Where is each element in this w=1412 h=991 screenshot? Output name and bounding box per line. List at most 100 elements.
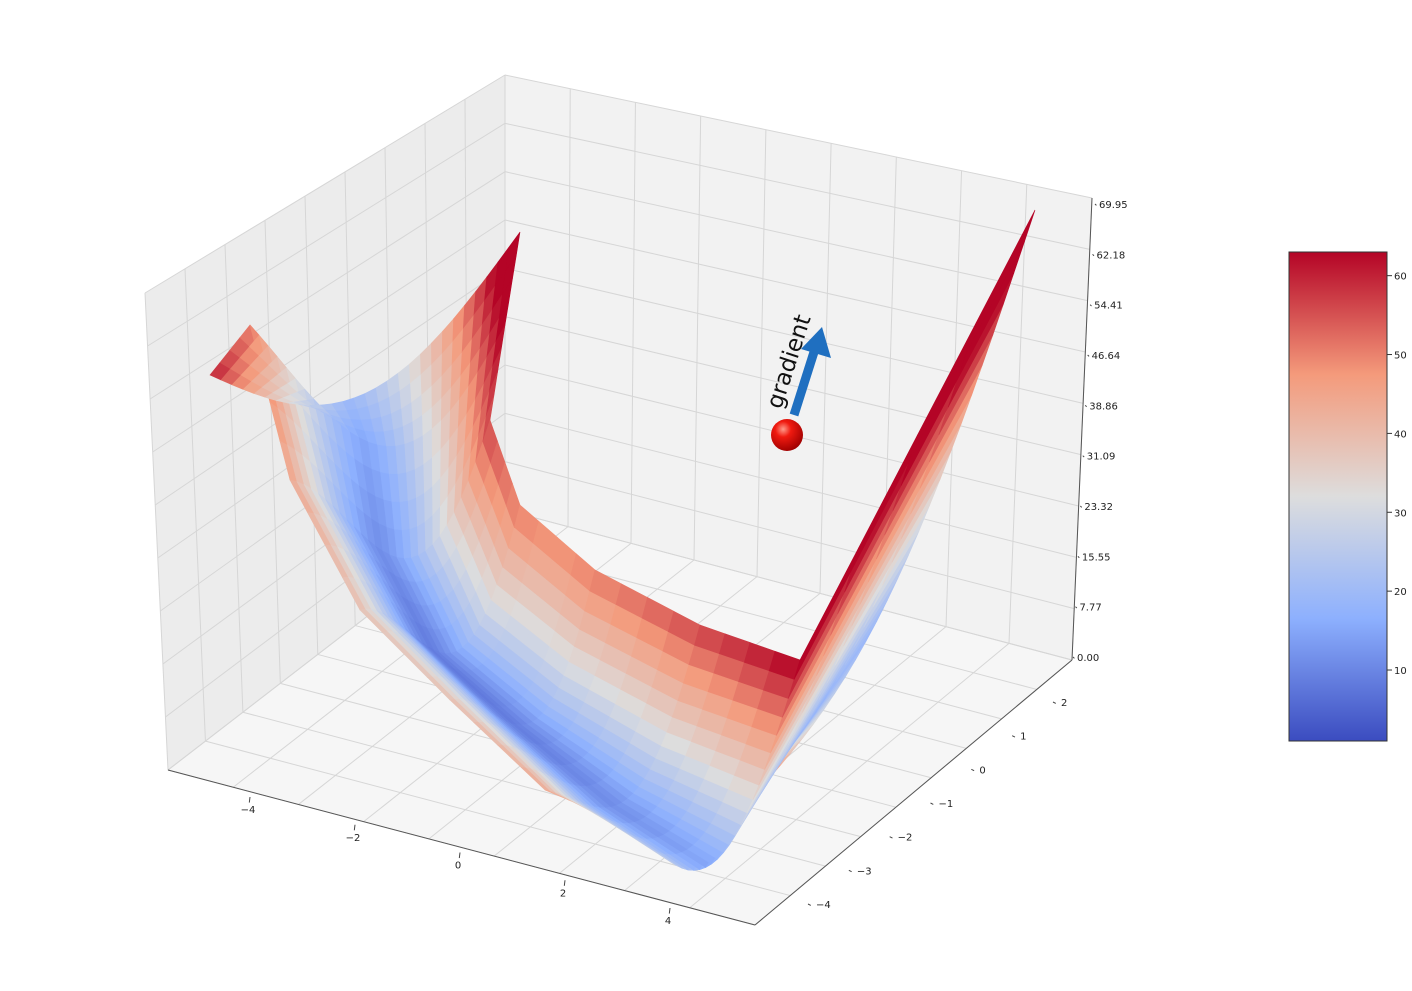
z-tick-mark: [1079, 505, 1083, 508]
colorbar-gradient: [1288, 251, 1388, 742]
y-axis-line: [754, 659, 1073, 926]
surface-patch: [409, 526, 419, 559]
y-tick-mark: [807, 903, 812, 906]
back-right-pane: [505, 75, 1092, 660]
z-tick-mark: [1084, 404, 1087, 408]
z-tick-label: 0.00: [1077, 653, 1099, 664]
y-tick-mark: [1011, 735, 1016, 738]
back-grid-line: [144, 292, 169, 771]
y-tick-mark: [930, 802, 934, 805]
x-tick-mark: [563, 880, 566, 886]
colorbar-tick-label: 60: [1394, 272, 1407, 283]
y-tick-label: −1: [939, 799, 954, 810]
back-grid-line: [504, 171, 1088, 302]
y-tick-mark: [971, 768, 975, 772]
z-tick-mark: [1092, 253, 1095, 257]
z-tick-label: 31.09: [1087, 452, 1116, 463]
back-grid-line: [1008, 184, 1028, 644]
x-axis-ticks: −4 −2 0 2 4: [241, 796, 671, 927]
back-grid-line: [693, 115, 702, 561]
colorbar-tick-label: 50: [1394, 351, 1407, 362]
surface-patch: [406, 469, 417, 502]
back-grid-line: [504, 74, 1093, 199]
y-tick-label: −3: [857, 866, 872, 877]
z-tick-label: 46.64: [1092, 351, 1121, 362]
colorbar-tick-label: 30: [1394, 508, 1407, 519]
y-tick-label: 1: [1020, 732, 1026, 743]
z-axis-ticks: 0.00 7.77 15.55 23.32 31.09 38.86 46.64 54.41 62…: [1072, 200, 1128, 664]
x-tick-label: 0: [455, 861, 461, 872]
surface-patch: [417, 521, 427, 556]
axis-spines: [167, 197, 1093, 926]
x-tick-mark: [458, 852, 461, 859]
surface-patch: [413, 435, 425, 471]
y-tick-label: 2: [1061, 698, 1067, 709]
back-grid-line: [630, 102, 636, 544]
x-tick-label: −4: [241, 805, 256, 816]
z-tick-mark: [1087, 354, 1090, 357]
z-tick-mark: [1089, 304, 1092, 307]
back-grid-line: [819, 143, 832, 594]
x-axis-line: [167, 769, 756, 926]
back-grid-line: [147, 122, 506, 347]
x-tick-mark: [668, 907, 671, 914]
back-grid-line: [504, 412, 1077, 558]
surface-patch: [404, 440, 416, 474]
z-axis-line: [1071, 197, 1093, 661]
y-tick-mark: [1052, 701, 1057, 704]
x-tick-label: 2: [560, 888, 566, 899]
back-grid-line: [504, 316, 1082, 456]
z-tick-label: 69.95: [1099, 200, 1128, 211]
colorbar: 10 20 30 40 50 60: [1288, 251, 1407, 742]
y-tick-label: 0: [979, 765, 985, 776]
x-tick-mark: [353, 824, 356, 831]
position-ball: [771, 419, 803, 451]
back-grid-line: [264, 220, 281, 684]
back-grid-line: [504, 267, 1084, 404]
back-grid-line: [152, 219, 506, 453]
back-grid-line: [184, 268, 206, 742]
z-tick-label: 62.18: [1097, 250, 1126, 261]
z-tick-mark: [1077, 555, 1080, 559]
back-grid-line: [567, 88, 571, 527]
x-tick-label: −2: [346, 833, 361, 844]
z-tick-label: 7.77: [1079, 603, 1101, 614]
back-grid-line: [154, 267, 506, 506]
y-tick-label: −2: [898, 833, 913, 844]
surface: [209, 209, 1036, 871]
z-tick-mark: [1094, 203, 1097, 206]
y-tick-mark: [848, 869, 852, 873]
gradient-arrow-head: [801, 327, 831, 358]
surface-patch: [966, 209, 1036, 352]
back-grid-line: [224, 244, 244, 713]
back-grid-line: [144, 74, 506, 294]
z-tick-label: 38.86: [1089, 401, 1118, 412]
back-grid-line: [756, 129, 767, 577]
z-tick-label: 54.41: [1094, 301, 1123, 312]
x-tick-mark: [248, 796, 251, 803]
colorbar-tick-label: 20: [1394, 587, 1407, 598]
z-tick-mark: [1082, 455, 1085, 458]
back-grid-line: [504, 122, 1090, 250]
z-tick-mark: [1072, 656, 1075, 659]
floor-grid-line: [689, 642, 1010, 909]
back-grid-line: [504, 509, 1073, 661]
colorbar-tick-label: 40: [1394, 429, 1407, 440]
surface-patch: [393, 426, 406, 447]
colorbar-ticks: 10 20 30 40 50 60: [1387, 272, 1407, 677]
surface-patch: [415, 492, 426, 528]
surface-patch: [414, 463, 425, 499]
y-tick-label: −4: [816, 900, 831, 911]
z-tick-mark: [1075, 606, 1078, 609]
back-grid-line: [149, 171, 506, 400]
back-grid-line: [504, 461, 1075, 610]
colorbar-tick-label: 10: [1394, 666, 1407, 677]
surface-patch: [407, 497, 418, 530]
z-tick-label: 23.32: [1084, 502, 1113, 513]
gradient-arrow-shaft: [789, 350, 819, 417]
y-axis-ticks: 2 1 0 −1 −2 −3 −4: [807, 698, 1067, 911]
x-tick-label: 4: [665, 916, 671, 927]
y-tick-mark: [889, 836, 893, 839]
z-tick-label: 15.55: [1082, 552, 1111, 563]
